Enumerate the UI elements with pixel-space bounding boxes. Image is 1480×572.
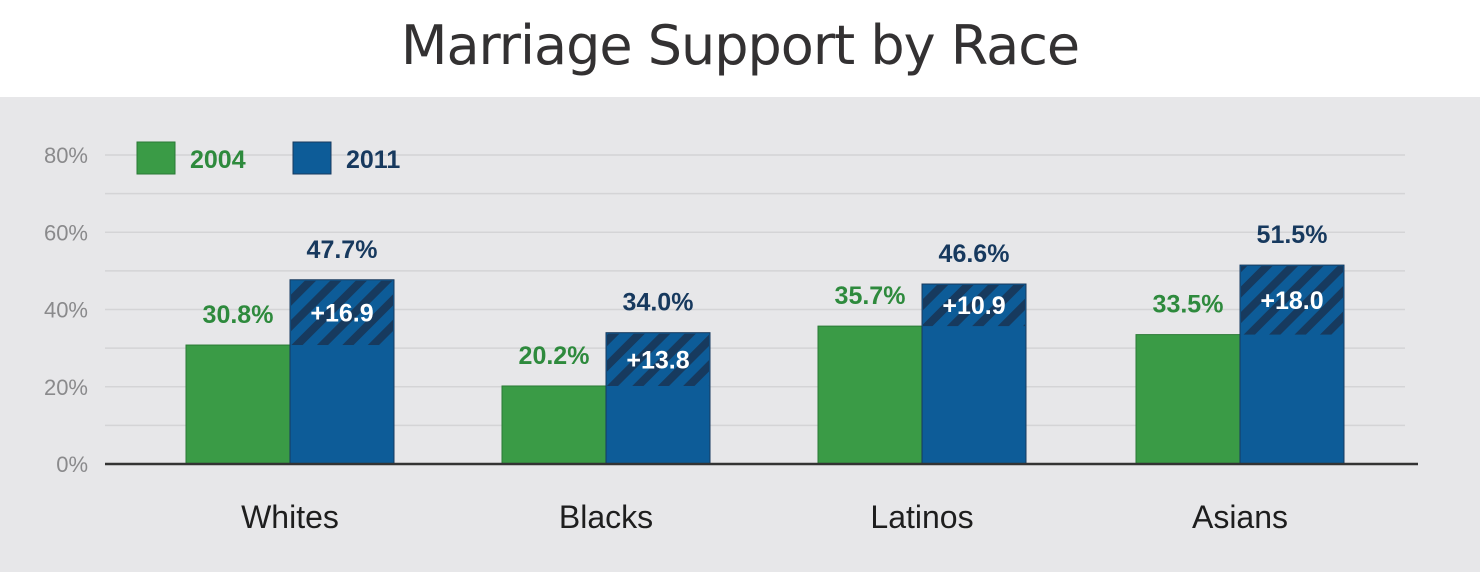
x-tick-label: Latinos: [870, 499, 973, 535]
data-label-2004: 30.8%: [203, 301, 274, 329]
bar-2004: [817, 325, 923, 465]
data-label-2011: 51.5%: [1257, 221, 1328, 249]
data-label-2004: 20.2%: [519, 342, 590, 370]
data-label-2004: 35.7%: [835, 282, 906, 310]
y-tick-label: 80%: [44, 143, 88, 168]
change-label: +10.9: [942, 292, 1005, 320]
x-tick-label: Asians: [1192, 499, 1288, 535]
bar-2011-change-segment: [1241, 266, 1343, 335]
bar-2011-change-segment: [291, 280, 393, 346]
legend-label-2011: 2011: [346, 146, 400, 174]
y-tick-label: 40%: [44, 298, 88, 323]
y-tick-label: 20%: [44, 375, 88, 400]
y-tick-label: 60%: [44, 220, 88, 245]
legend-swatch-2011: [292, 141, 332, 175]
data-label-2011: 34.0%: [623, 289, 694, 317]
data-label-2011: 46.6%: [939, 240, 1010, 268]
bar-2004: [185, 344, 291, 465]
legend-label-2004: 2004: [190, 146, 246, 174]
bar-2004: [1135, 334, 1241, 465]
y-tick-label: 0%: [56, 452, 88, 477]
data-label-2004: 33.5%: [1153, 291, 1224, 319]
x-tick-label: Whites: [241, 499, 339, 535]
bar-2011-change-segment: [923, 285, 1025, 327]
bar-2004: [501, 385, 607, 465]
change-label: +18.0: [1260, 287, 1323, 315]
legend-swatch-2004: [136, 141, 176, 175]
chart-title: Marriage Support by Race: [400, 14, 1080, 77]
bar-2011-change-segment: [607, 333, 709, 386]
data-label-2011: 47.7%: [307, 236, 378, 264]
change-label: +13.8: [626, 346, 689, 374]
change-label: +16.9: [310, 299, 373, 327]
x-tick-label: Blacks: [559, 499, 653, 535]
